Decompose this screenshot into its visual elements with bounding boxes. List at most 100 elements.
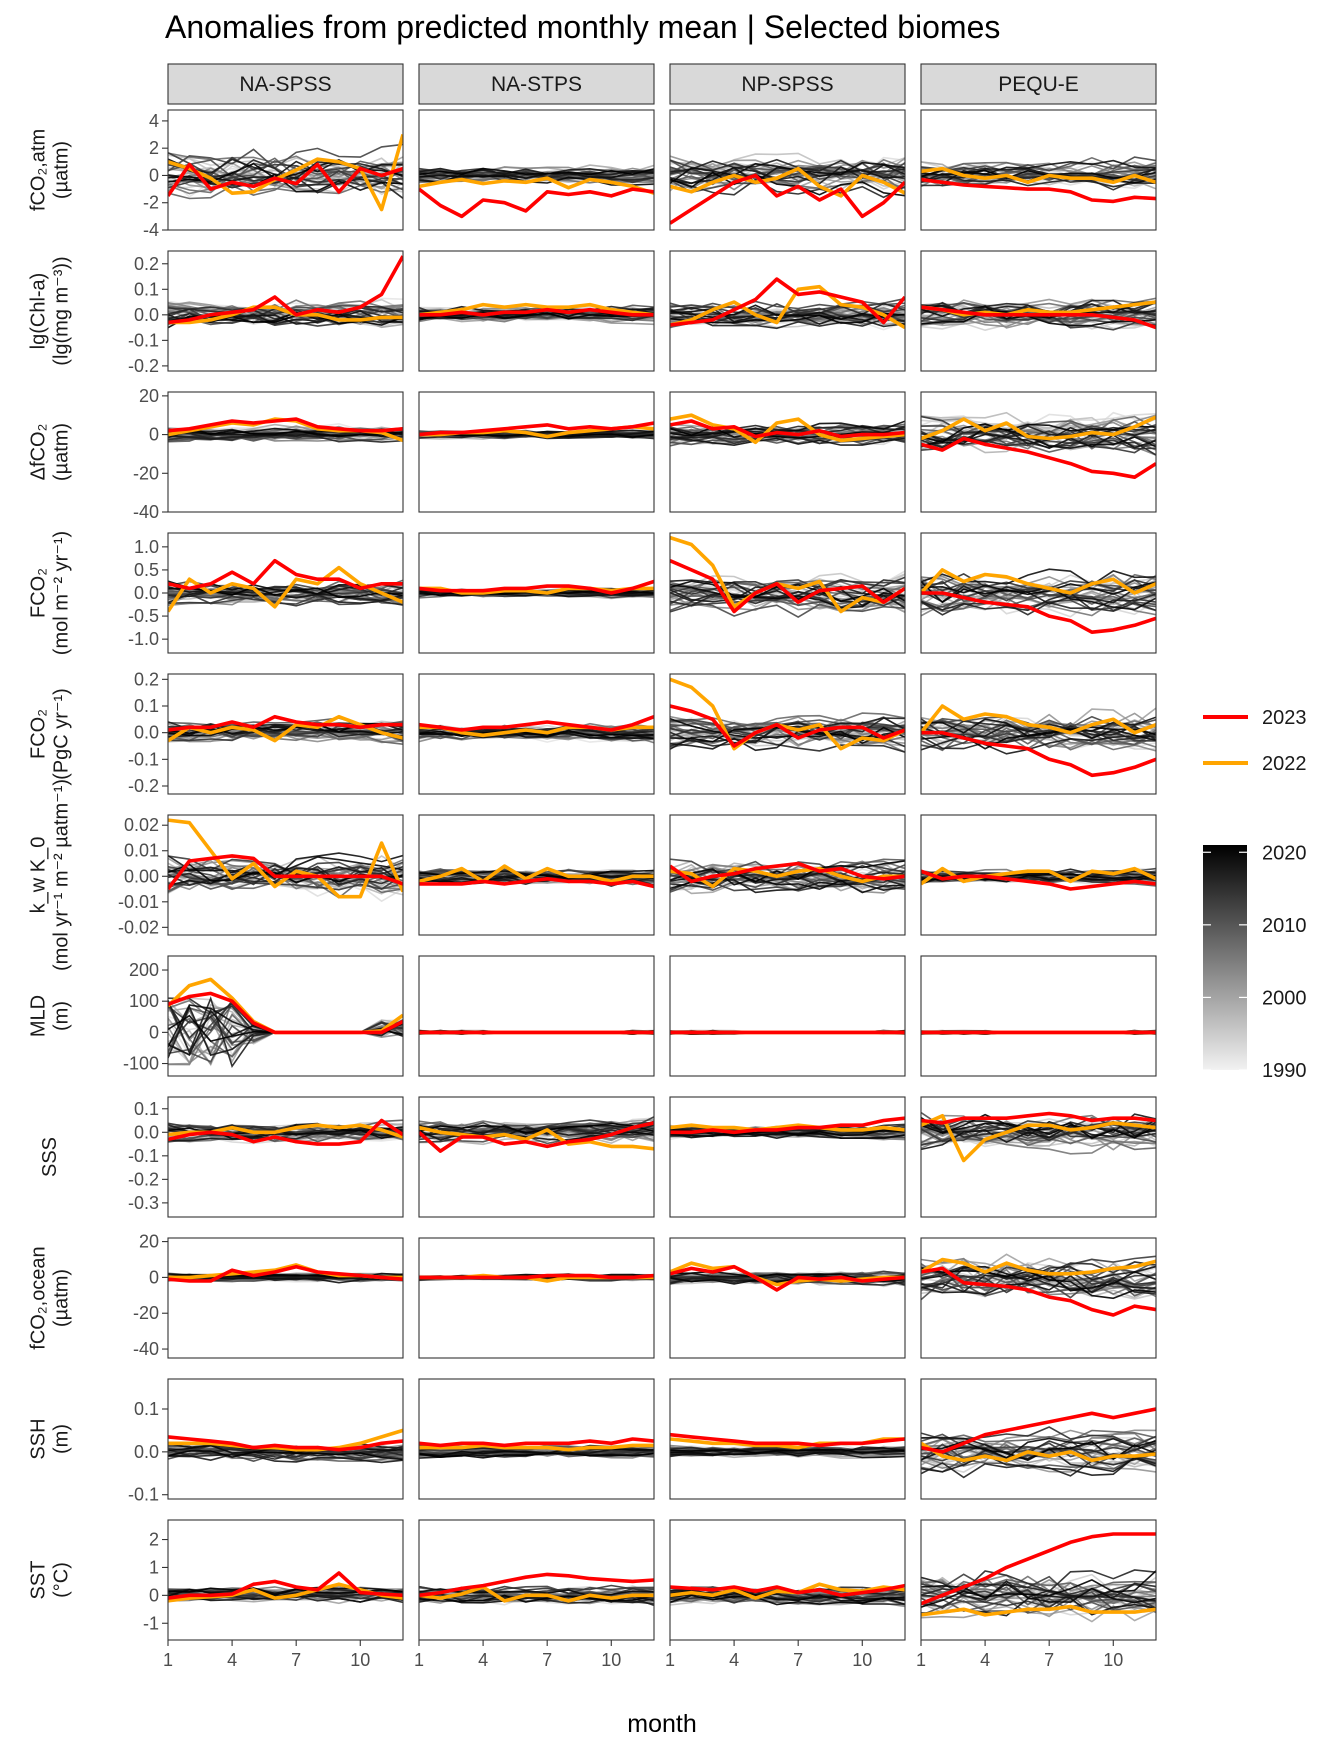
panel-background (419, 1379, 654, 1499)
panel-lines (670, 413, 905, 447)
panel-lines (921, 1111, 1156, 1163)
series-line-2023 (168, 1118, 403, 1146)
background-year-line (419, 434, 654, 440)
background-year-line (670, 425, 905, 437)
y-axis-title-line: fCO₂,atm (28, 129, 50, 211)
series-line-2023 (168, 162, 403, 197)
panel-border (669, 1237, 906, 1359)
panel-sss-PEQU-E (920, 1096, 1157, 1218)
panel-mld-NA-STPS (418, 955, 655, 1077)
y-tick-label: 0.02 (124, 815, 159, 835)
background-year-line (670, 1450, 905, 1459)
y-axis-title: fCO₂,atm (µatm) (28, 129, 73, 211)
y-tick-label: -0.1 (128, 330, 159, 350)
background-year-line (921, 572, 1156, 593)
series-line-2022 (419, 1125, 654, 1151)
series-line-2022 (670, 677, 905, 751)
panel-sst-NP-SPSS (669, 1519, 906, 1641)
background-year-line (921, 1119, 1156, 1151)
y-tick-label: -40 (133, 1339, 159, 1359)
series-line-2023 (168, 255, 403, 325)
background-year-line (419, 1594, 654, 1603)
panel-mld-NP-SPSS (669, 955, 906, 1077)
panel-fco2pg-NA-STPS (418, 673, 655, 795)
background-year-line (670, 586, 905, 610)
panel-border (167, 250, 404, 372)
panel-background (419, 1097, 654, 1217)
panel-background (168, 392, 403, 512)
panel-border (920, 1096, 1157, 1218)
panel-border (920, 1519, 1157, 1641)
background-year-line (670, 171, 905, 197)
panel-lines (168, 417, 403, 443)
background-year-line (168, 173, 403, 195)
series-line-2022 (921, 1441, 1156, 1463)
background-year-line (419, 591, 654, 598)
panel-border (920, 1237, 1157, 1359)
series-line-2022 (168, 818, 403, 899)
background-year-line (921, 1265, 1156, 1292)
y-tick-label: -40 (133, 502, 159, 522)
series-line-2023 (670, 559, 905, 614)
panel-border (167, 1237, 404, 1359)
facet-strip-label: PEQU-E (998, 73, 1079, 96)
panel-background (419, 956, 654, 1076)
panel-ssh-PEQU-E (920, 1378, 1157, 1500)
background-year-line (670, 1129, 905, 1137)
panel-chla-NA-SPSS (167, 250, 404, 372)
x-tick-label: 10 (350, 1650, 370, 1670)
panel-sss-NP-SPSS (669, 1096, 906, 1218)
panel-fco2atm-NA-STPS (418, 109, 655, 231)
background-year-line (921, 1437, 1156, 1461)
panel-sst-PEQU-E (920, 1519, 1157, 1641)
y-tick-label: 20 (139, 1232, 159, 1252)
y-axis-title: k_w K_0 (mol yr⁻¹ m⁻² µatm⁻¹) (28, 779, 73, 971)
background-year-line (921, 1279, 1156, 1299)
x-tick-label: 7 (793, 1650, 803, 1670)
background-year-line (921, 1429, 1156, 1447)
series-line-2022 (921, 568, 1156, 595)
panel-lines (419, 302, 654, 326)
panel-sss-NA-SPSS (167, 1096, 404, 1218)
background-year-line (670, 424, 905, 434)
y-tick-label: -1.0 (128, 629, 159, 649)
panel-chla-NA-STPS (418, 250, 655, 372)
series-line-2022 (921, 866, 1156, 886)
background-year-line (419, 729, 654, 738)
panel-lines (921, 1029, 1156, 1036)
panel-dfco2-NP-SPSS (669, 391, 906, 513)
panel-lines (168, 558, 403, 613)
background-year-line (670, 304, 905, 321)
y-axis-title-line: lg(Chl-a) (28, 273, 50, 350)
background-year-line (670, 717, 905, 745)
panel-fco2pg-PEQU-E (920, 673, 1157, 795)
series-line-2023 (921, 730, 1156, 778)
x-tick-label: 7 (542, 1650, 552, 1670)
background-year-line (921, 1267, 1156, 1300)
panel-background (168, 1520, 403, 1640)
y-axis-title: SST (°C) (28, 1561, 73, 1600)
panel-background (921, 1520, 1156, 1640)
background-year-line (921, 1443, 1156, 1463)
panel-border (920, 532, 1157, 654)
background-year-line (670, 1448, 905, 1454)
background-year-line (670, 583, 905, 609)
series-line-2022 (670, 284, 905, 330)
background-year-line (921, 415, 1156, 442)
panel-border (167, 391, 404, 513)
y-axis-title: SSS (39, 1137, 61, 1177)
panel-lines (921, 568, 1156, 635)
panel-kwk0-NA-STPS (418, 814, 655, 936)
x-tick-label: 1 (414, 1650, 424, 1670)
panel-border (418, 1237, 655, 1359)
y-tick-label: 0.00 (124, 866, 159, 886)
panel-kwk0-PEQU-E (920, 814, 1157, 936)
facet-strip-label: NA-STPS (491, 73, 582, 96)
background-year-line (921, 581, 1156, 604)
panel-fco2atm-NP-SPSS (669, 109, 906, 231)
series-line-2022 (921, 415, 1156, 441)
panel-border (167, 109, 404, 231)
series-line-2022 (670, 413, 905, 445)
panel-fco2ocean-NP-SPSS (669, 1237, 906, 1359)
panel-border (418, 1378, 655, 1500)
